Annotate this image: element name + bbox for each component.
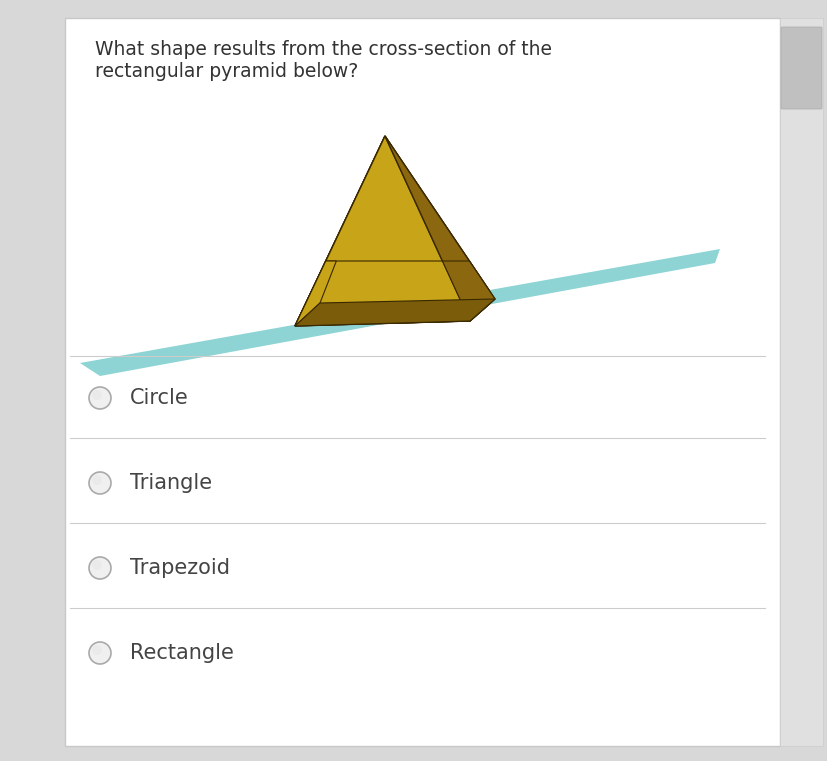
Circle shape (92, 560, 102, 570)
Circle shape (92, 475, 102, 485)
Polygon shape (294, 136, 385, 326)
Polygon shape (294, 299, 495, 326)
Circle shape (88, 387, 111, 409)
Polygon shape (294, 136, 470, 326)
Bar (779, 18, 822, 746)
Text: Triangle: Triangle (130, 473, 212, 493)
Text: Rectangle: Rectangle (130, 643, 233, 663)
Polygon shape (294, 136, 470, 326)
Polygon shape (385, 136, 495, 321)
Polygon shape (385, 136, 495, 321)
Circle shape (88, 557, 111, 579)
Text: What shape results from the cross-section of the: What shape results from the cross-sectio… (95, 40, 552, 59)
FancyBboxPatch shape (780, 27, 821, 109)
Polygon shape (80, 249, 719, 376)
Polygon shape (442, 261, 495, 321)
Text: Trapezoid: Trapezoid (130, 558, 230, 578)
Text: Circle: Circle (130, 388, 189, 408)
Circle shape (88, 642, 111, 664)
Polygon shape (294, 299, 495, 326)
Circle shape (88, 472, 111, 494)
Polygon shape (294, 261, 336, 326)
Polygon shape (294, 136, 385, 326)
Bar (65, 18, 779, 746)
Text: rectangular pyramid below?: rectangular pyramid below? (95, 62, 358, 81)
Polygon shape (319, 136, 495, 303)
Circle shape (92, 390, 102, 400)
Circle shape (92, 645, 102, 655)
Polygon shape (294, 261, 470, 326)
